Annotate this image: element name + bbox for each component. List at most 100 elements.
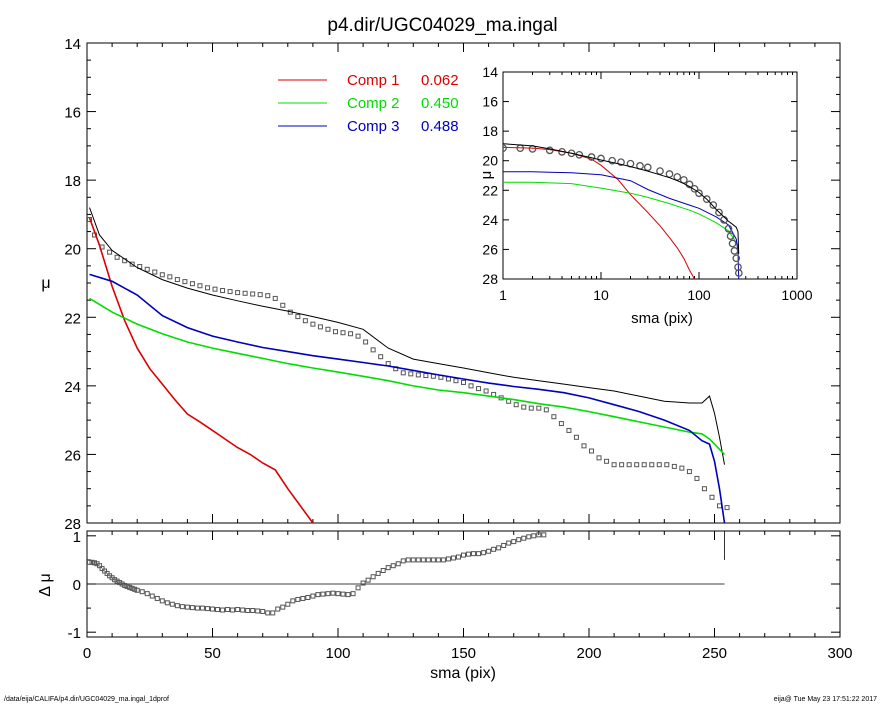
inset-y-tick-label: 28: [482, 271, 498, 287]
residual-data-point: [134, 587, 140, 593]
main-data-point: [445, 376, 451, 382]
main-data-point: [144, 266, 150, 272]
residual-data-point: [132, 586, 138, 592]
main-data-point: [701, 486, 707, 492]
inset-data-point: [724, 224, 733, 233]
residual-data-point: [270, 610, 276, 616]
main-data-point: [694, 475, 700, 481]
main-data-point: [167, 274, 173, 280]
main-data-point: [332, 329, 338, 335]
residual-data-point: [370, 574, 376, 580]
main-data-point: [317, 324, 323, 330]
residual-data-point: [295, 596, 301, 602]
residual-data-point: [255, 608, 261, 614]
main-data-point: [220, 288, 226, 294]
main-y-tick-label: 28: [64, 516, 81, 533]
main-data-point: [581, 443, 587, 449]
residual-data-point: [265, 610, 271, 616]
inset-y-tick-label: 20: [482, 153, 498, 169]
legend-value-comp3: 0.488: [421, 118, 459, 135]
inset-y-tick-label: 24: [482, 212, 498, 228]
main-data-point: [664, 462, 670, 468]
residual-data-point: [174, 603, 180, 609]
main-y-tick-label: 18: [64, 173, 81, 190]
main-data-point: [724, 505, 730, 511]
main-data-point: [619, 462, 625, 468]
main-data-point: [235, 290, 241, 296]
inset-data-point: [690, 184, 699, 193]
inset-line-comp2: [503, 181, 740, 250]
main-data-point: [649, 462, 655, 468]
inset-data-point: [617, 158, 625, 167]
main-data-point: [589, 448, 595, 454]
main-data-point: [204, 285, 210, 291]
main-data-point: [536, 405, 542, 411]
inset-y-tick-label: 26: [482, 241, 498, 257]
main-data-point: [543, 407, 549, 413]
main-line-comp3: [89, 273, 726, 523]
residual-data-point: [430, 557, 436, 563]
residual-y-tick-label: 1: [73, 529, 81, 546]
residual-data-point: [501, 542, 507, 548]
residual-data-point: [506, 540, 512, 546]
residual-data-point: [87, 559, 93, 565]
main-data-point: [408, 371, 414, 377]
residual-x-tick-label: 250: [702, 645, 727, 662]
main-series-group: [87, 207, 730, 523]
residual-data-point: [169, 601, 175, 607]
residual-data-point: [355, 585, 361, 591]
main-data-point: [513, 402, 519, 408]
residual-data-point: [194, 605, 200, 611]
main-data-point: [197, 283, 203, 289]
residual-data-point: [89, 559, 95, 565]
main-data-point: [295, 314, 301, 320]
residual-data-point: [204, 606, 210, 612]
residual-data-point: [230, 607, 236, 613]
residual-data-point: [122, 582, 128, 588]
main-line-comp2: [89, 297, 726, 455]
main-data-point: [272, 295, 278, 301]
residual-data-point: [350, 591, 356, 597]
main-data-point: [709, 494, 715, 500]
main-data-point: [686, 469, 692, 475]
main-data-point: [265, 293, 271, 299]
residual-data-point: [164, 600, 170, 606]
footer-file-path: /data/eija/CALIFA/p4.dir/UGC04029_ma.ing…: [4, 696, 169, 703]
residual-data-point: [330, 590, 336, 596]
residual-data-point: [280, 604, 286, 610]
residual-data-point: [471, 551, 477, 557]
inset-x-tick-label: 1: [499, 287, 507, 303]
legend-label-comp3: Comp 3: [347, 118, 400, 135]
residual-data-point: [240, 607, 246, 613]
residual-data-point: [129, 585, 135, 591]
inset-x-axis-label: sma (pix): [631, 310, 693, 327]
residual-data-point: [92, 560, 98, 566]
residual-data-point: [450, 555, 456, 561]
inset-data-point: [695, 189, 703, 198]
inset-plot-frame: [502, 71, 798, 280]
residual-y-tick-label: -1: [68, 625, 81, 642]
residual-data-point: [536, 532, 542, 538]
residual-data-point: [365, 577, 371, 583]
residual-data-point: [320, 591, 326, 597]
inset-x-tick-label: 1000: [781, 287, 812, 303]
inset-line-total: [503, 143, 740, 254]
main-data-point: [174, 277, 180, 283]
residual-data-point: [455, 554, 461, 560]
main-data-point: [476, 386, 482, 392]
main-y-tick-label: 24: [64, 379, 81, 396]
inset-y-tick-label: 14: [482, 64, 498, 80]
residual-data-point: [521, 535, 527, 541]
residual-data-point: [97, 563, 103, 569]
main-data-point: [423, 373, 429, 379]
inset-data-point: [732, 254, 741, 263]
main-data-point: [385, 361, 391, 367]
residual-data-point: [410, 557, 416, 563]
residual-data-point: [340, 591, 346, 597]
residual-data-point: [225, 607, 231, 613]
main-data-point: [212, 286, 218, 292]
main-data-point: [182, 279, 188, 285]
main-data-point: [604, 458, 610, 464]
inset-data-point: [702, 195, 711, 204]
